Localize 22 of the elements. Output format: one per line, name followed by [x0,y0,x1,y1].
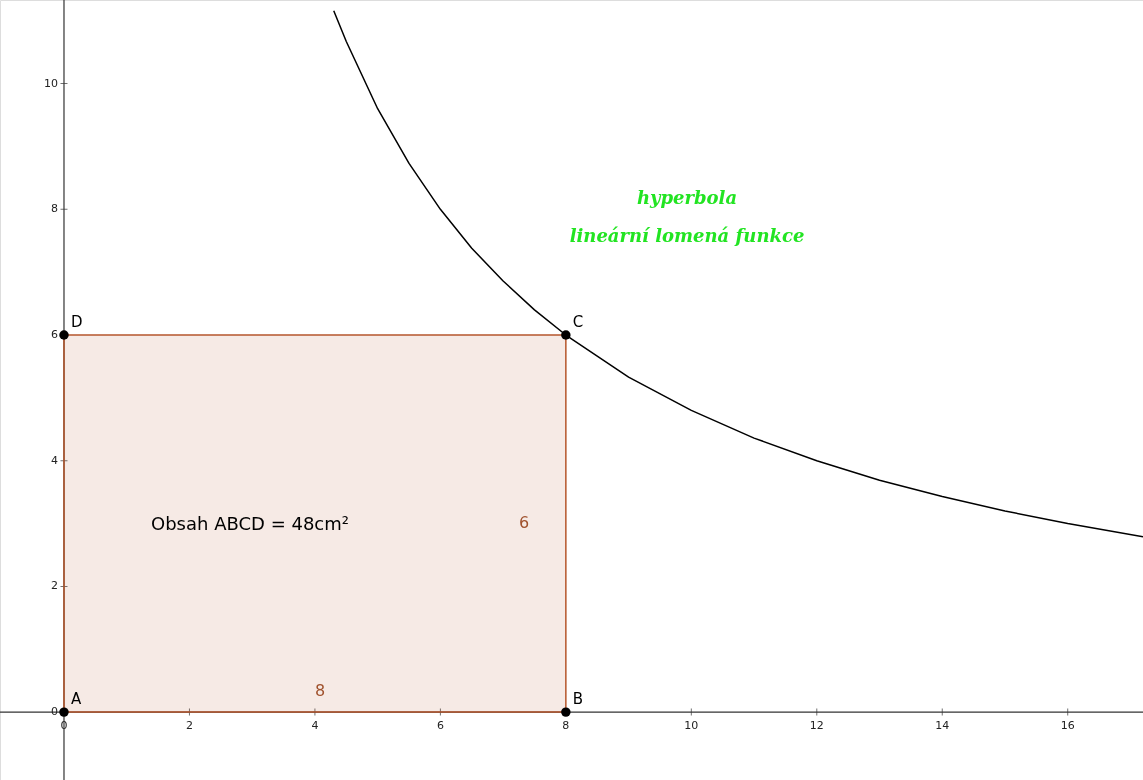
x-tick-label: 12 [809,719,824,733]
x-tick-label: 6 [436,719,444,733]
x-tick-label: 8 [562,719,570,733]
data-label: D [70,313,83,331]
x-tick-label: 2 [185,719,193,733]
y-tick-label: 10 [43,76,58,90]
y-tick-label: 2 [50,579,58,593]
x-tick-label: 10 [684,719,699,733]
data-label: C [572,313,584,331]
data-label: B [572,690,584,709]
annotation: 8 [314,681,326,700]
x-tick-label: 14 [935,719,950,733]
annotation: hyperbola [636,187,738,208]
y-tick-label: 8 [50,202,58,216]
y-tick-label: 4 [50,453,58,467]
x-tick-label: 16 [1060,719,1075,733]
data-label: A [70,690,82,709]
x-tick-label: 4 [311,719,319,733]
annotation: lineární lomená funkce [569,225,805,246]
annotation: 6 [518,513,530,532]
y-tick-label: 6 [50,328,58,341]
annotation: Obsah ABCD = 48cm² [151,513,349,534]
